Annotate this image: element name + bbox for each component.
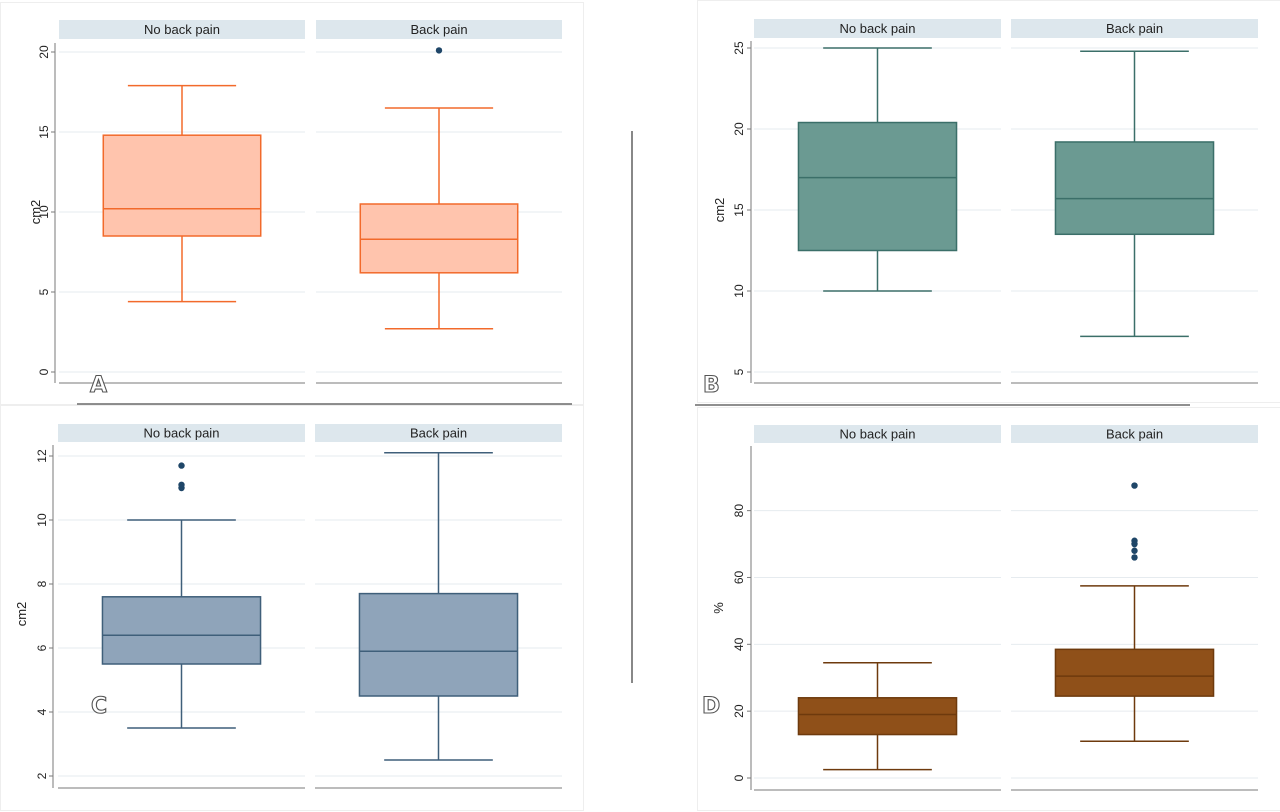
- facet-strip-label: Back pain: [410, 426, 467, 441]
- y-tick-label: 60: [732, 570, 746, 584]
- y-tick-label: 25: [732, 41, 746, 55]
- facet-strip-label: Back pain: [1106, 427, 1163, 442]
- iqr-box: [1054, 141, 1215, 236]
- y-tick-label: 5: [732, 368, 746, 375]
- panel-b: No back pain Back pain 5 10 15 20 25 cm2 B: [697, 0, 1280, 403]
- panel-label: C: [91, 694, 107, 719]
- facet-strip: [754, 19, 1001, 38]
- facet-strip: [59, 20, 305, 39]
- iqr-box: [797, 121, 958, 252]
- iqr-box: [359, 203, 519, 274]
- y-tick-label: 4: [35, 708, 49, 715]
- outlier-point: [1131, 554, 1138, 561]
- y-tick-label: 80: [732, 504, 746, 518]
- box-back-pain: [358, 452, 519, 761]
- facet-strip-label: Back pain: [1106, 21, 1163, 36]
- iqr-box: [797, 697, 958, 736]
- facet: No back pain: [754, 425, 1001, 791]
- facet-strip: [754, 425, 1001, 443]
- iqr-box: [102, 134, 262, 237]
- facet-strip: [316, 20, 562, 39]
- iqr-box: [358, 592, 519, 697]
- facet-strip-label: Back pain: [410, 22, 467, 37]
- box-back-pain: [1054, 482, 1215, 742]
- y-tick-label: 10: [732, 284, 746, 298]
- box-back-pain: [359, 47, 519, 330]
- panel-label: D: [702, 694, 720, 719]
- facet-strip-label: No back pain: [840, 21, 916, 36]
- facet-strip: [315, 424, 562, 442]
- y-tick-label: 5: [37, 288, 51, 295]
- y-axis-title: %: [711, 602, 726, 614]
- facet-strip-label: No back pain: [144, 426, 220, 441]
- y-tick-label: 8: [35, 580, 49, 587]
- outlier-point: [1131, 482, 1138, 489]
- y-tick-label: 20: [37, 45, 51, 59]
- outlier-point: [1131, 537, 1138, 544]
- y-tick-label: 6: [35, 644, 49, 651]
- facet: Back pain: [316, 20, 562, 384]
- y-axis-title: cm2: [14, 602, 29, 627]
- facet-strip: [1011, 425, 1258, 443]
- facet-strip-label: No back pain: [144, 22, 220, 37]
- y-tick-label: 10: [37, 205, 51, 219]
- facet-strip: [58, 424, 305, 442]
- facet-strip-label: No back pain: [840, 427, 916, 442]
- outlier-point: [435, 47, 443, 54]
- panel-frame: [697, 407, 1280, 811]
- y-tick-label: 20: [732, 704, 746, 718]
- y-tick-label: 12: [35, 449, 49, 463]
- y-tick-label: 2: [35, 772, 49, 779]
- y-tick-label: 40: [732, 637, 746, 651]
- iqr-box: [101, 596, 262, 665]
- y-tick-label: 15: [37, 125, 51, 139]
- y-tick-label: 20: [732, 122, 746, 136]
- box-no-back-pain: [102, 84, 262, 303]
- box-no-back-pain: [797, 47, 958, 292]
- box-no-back-pain: [101, 462, 262, 729]
- panel-label: B: [703, 373, 720, 398]
- y-axis-title: cm2: [28, 200, 43, 225]
- y-tick-label: 0: [37, 368, 51, 375]
- box-no-back-pain: [797, 661, 958, 771]
- panel-c: No back pain Back pain 2 4 6 8 10 12 cm2 C: [0, 405, 584, 811]
- facet: No back pain: [754, 19, 1001, 384]
- box-back-pain: [1054, 50, 1215, 338]
- outlier-point: [1131, 547, 1138, 554]
- y-tick-label: 10: [35, 513, 49, 527]
- outlier-point: [178, 462, 185, 469]
- y-tick-label: 15: [732, 203, 746, 217]
- panel-a: No back pain Back pain 0 5 10 15 20 cm2 A: [0, 2, 584, 405]
- facet: Back pain: [315, 424, 562, 789]
- panel-d: No back pain Back pain 0 20 40 60 80% D: [697, 407, 1280, 811]
- y-tick-label: 0: [732, 774, 746, 781]
- y-axis-title: cm2: [712, 198, 727, 223]
- outlier-point: [178, 481, 185, 488]
- facet-strip: [1011, 19, 1258, 38]
- panel-label: A: [90, 373, 107, 398]
- iqr-box: [1054, 648, 1215, 697]
